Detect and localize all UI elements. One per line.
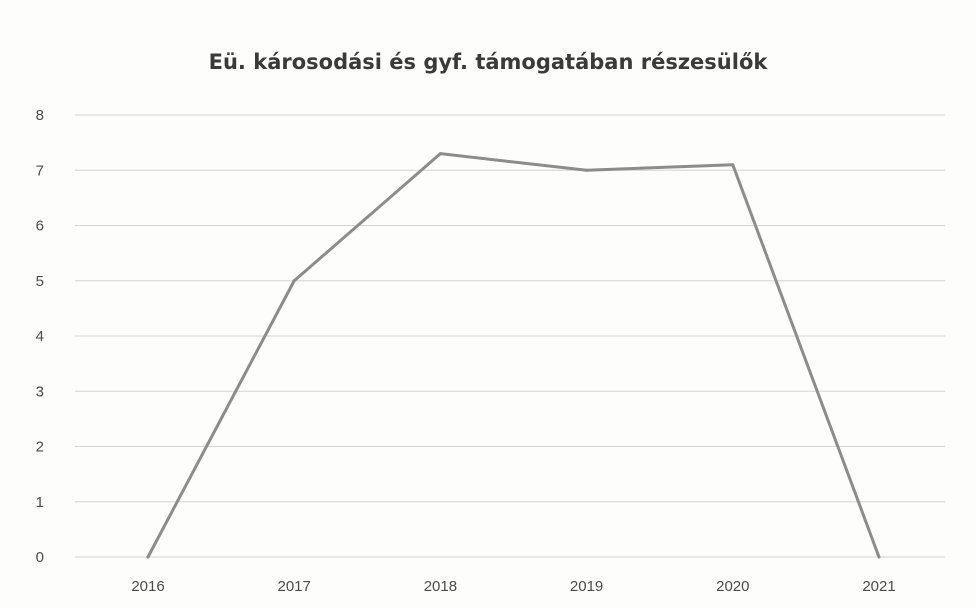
y-tick-label: 8 [36,107,44,124]
y-tick-label: 2 [36,439,44,456]
series-layer [146,152,881,559]
chart-title: Eü. károsodási és gyf. támogatában része… [209,50,769,74]
y-tick-label: 0 [36,549,44,566]
x-tick-label: 2017 [278,578,311,595]
y-tick-label: 6 [36,218,44,235]
data-point-2021 [877,555,881,559]
data-point-2019 [585,168,589,172]
data-point-2018 [438,152,442,156]
x-tick-label: 2021 [862,578,895,595]
series-line [146,152,881,559]
y-axis-tick-labels: 0 1 2 3 4 5 6 7 8 [36,107,44,566]
y-tick-label: 3 [36,383,44,400]
y-tick-label: 5 [36,273,44,290]
y-tick-label: 1 [36,494,44,511]
gridlines [75,114,945,558]
y-tick-label: 7 [36,162,44,179]
data-point-2016 [146,555,150,559]
y-tick-label: 4 [36,328,44,345]
x-axis-tick-labels: 2016 2017 2018 2019 2020 2021 [131,578,895,595]
data-point-2017 [292,279,296,283]
data-point-2020 [731,163,735,167]
x-tick-label: 2019 [570,578,603,595]
x-tick-label: 2016 [131,578,164,595]
x-tick-label: 2018 [424,578,457,595]
x-tick-label: 2020 [716,578,749,595]
